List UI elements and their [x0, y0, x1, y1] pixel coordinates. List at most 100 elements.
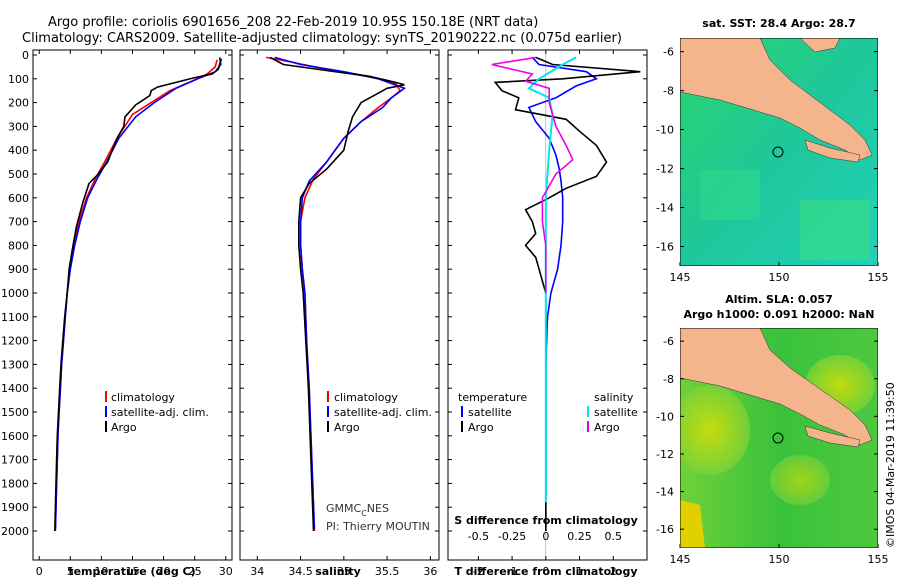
depth-axis: 0 100 200 300 400 500 600 700 800 900 1000 1100 1200… [1, 49, 647, 538]
sla-map-ticks: 145 150 155 -6 -8 -10 -12 -14 -16 [656, 335, 888, 566]
series-line-argo [54, 58, 223, 532]
depth-tick-label: 600 [8, 192, 29, 205]
temperature-legend: climatology satellite-adj. clim. Argo [105, 391, 209, 434]
x-tick-label: 1 [576, 565, 583, 578]
map-y-tick-label: -8 [663, 85, 674, 98]
s-diff-label: S difference from climatology [454, 514, 638, 527]
legend-label-t-argo: Argo [468, 421, 494, 434]
salinity-plot [265, 56, 407, 532]
difference-plot [491, 50, 641, 560]
depth-tick-label: 200 [8, 97, 29, 110]
temperature-panel [32, 49, 233, 561]
difference-top-ticks: -0.5 -0.25 0 0.25 0.5 [468, 530, 622, 543]
depth-tick-label: 1400 [1, 382, 29, 395]
s-diff-tick-label: 0.25 [567, 530, 592, 543]
depth-tick-label: 1300 [1, 358, 29, 371]
salinity-x-ticks: 34 34.5 35 35.5 36 [250, 50, 437, 578]
depth-tick-label: 1800 [1, 477, 29, 490]
x-tick-label: 10 [94, 565, 108, 578]
legend-label-satellite: satellite-adj. clim. [111, 406, 209, 419]
depth-tick-label: 800 [8, 239, 29, 252]
salinity-xlabel: salinity [315, 565, 361, 578]
depth-tick-label: 2000 [1, 525, 29, 538]
legend-label-climatology: climatology [111, 391, 175, 404]
difference-legend: temperature satellite Argo salinity sate… [458, 391, 638, 434]
sla-low [680, 500, 705, 548]
sst-map [680, 38, 878, 266]
title-line2: Climatology: CARS2009. Satellite-adjuste… [22, 31, 622, 46]
map-y-tick-label: -8 [663, 373, 674, 386]
legend-heading-salinity: salinity [594, 391, 634, 404]
map-y-tick-label: -16 [656, 523, 674, 536]
series-line-argo-salinity- [491, 56, 574, 293]
x-tick-label: 0 [36, 565, 43, 578]
legend-label-climatology: climatology [334, 391, 398, 404]
depth-tick-label: 1600 [1, 430, 29, 443]
x-tick-label: 30 [219, 565, 233, 578]
legend-heading-temperature: temperature [458, 391, 527, 404]
sst-argo-marker [772, 146, 784, 158]
map-x-tick-label: 155 [868, 271, 889, 284]
sst-patch [800, 200, 870, 260]
legend-label-s-satellite: satellite [594, 406, 638, 419]
credit-pi: PI: Thierry MOUTIN [326, 520, 430, 533]
x-tick-label: 35.5 [375, 565, 400, 578]
depth-tick-label: 500 [8, 168, 29, 181]
legend-label-s-argo: Argo [594, 421, 620, 434]
series-line-satellite-temperature- [527, 56, 599, 531]
map-x-tick-label: 155 [868, 553, 889, 566]
s-diff-tick-label: -0.5 [468, 530, 489, 543]
map-x-tick-label: 150 [769, 553, 790, 566]
depth-tick-label: 1000 [1, 287, 29, 300]
map-y-tick-label: -14 [656, 486, 674, 499]
depth-tick-label: 1900 [1, 501, 29, 514]
sst-map-ticks: 145 150 155 -6 -8 -10 -12 -14 -16 [656, 46, 888, 284]
x-tick-label: 25 [188, 565, 202, 578]
credit-gmmc: GMMCCNES [326, 502, 389, 518]
depth-tick-label: 1200 [1, 335, 29, 348]
s-diff-tick-label: 0 [542, 530, 549, 543]
sst-land-island [799, 38, 841, 53]
x-tick-label: 34 [250, 565, 264, 578]
x-tick-label: 20 [157, 565, 171, 578]
sla-map [680, 328, 878, 548]
sst-map-title: sat. SST: 28.4 Argo: 28.7 [702, 17, 855, 30]
x-tick-label: 35 [337, 565, 351, 578]
difference-panel [447, 49, 648, 561]
series-line-climatology [54, 59, 218, 532]
sla-map-title1: Altim. SLA: 0.057 [725, 293, 832, 306]
x-tick-label: 5 [67, 565, 74, 578]
s-diff-tick-label: 0.5 [605, 530, 623, 543]
s-diff-tick-label: -0.25 [498, 530, 526, 543]
temperature-x-ticks: 0 5 10 15 20 25 30 [36, 50, 233, 578]
temperature-plot [54, 57, 223, 532]
series-line-argo [269, 56, 405, 532]
depth-tick-label: 700 [8, 216, 29, 229]
map-y-tick-label: -12 [656, 448, 674, 461]
map-x-tick-label: 150 [769, 271, 790, 284]
temperature-xlabel: temperature (deg C) [68, 565, 195, 578]
x-tick-label: 36 [423, 565, 437, 578]
x-tick-label: 34.5 [288, 565, 313, 578]
depth-tick-label: 900 [8, 263, 29, 276]
series-line-satellite-adj-clim- [54, 57, 222, 529]
depth-tick-label: 1500 [1, 406, 29, 419]
map-x-tick-label: 145 [670, 271, 691, 284]
map-y-tick-label: -6 [663, 46, 674, 59]
sla-land-islands [804, 425, 861, 448]
legend-label-satellite: satellite-adj. clim. [334, 406, 432, 419]
map-y-tick-label: -6 [663, 335, 674, 348]
footer-copyright: ©IMOS 04-Mar-2019 11:39:50 [884, 382, 897, 548]
depth-tick-label: 0 [22, 49, 29, 62]
salinity-legend: climatology satellite-adj. clim. Argo [327, 391, 432, 434]
sla-high [770, 455, 830, 505]
sst-land-islands [804, 139, 861, 163]
title-line1: Argo profile: coriolis 6901656_208 22-Fe… [48, 15, 538, 30]
map-x-tick-label: 145 [670, 553, 691, 566]
series-line-climatology [265, 56, 402, 532]
map-y-tick-label: -16 [656, 241, 674, 254]
difference-xlabel: T difference from climatology [454, 565, 637, 578]
difference-x-ticks: -2 -1 0 1 2 [473, 50, 617, 578]
depth-tick-label: 1700 [1, 454, 29, 467]
